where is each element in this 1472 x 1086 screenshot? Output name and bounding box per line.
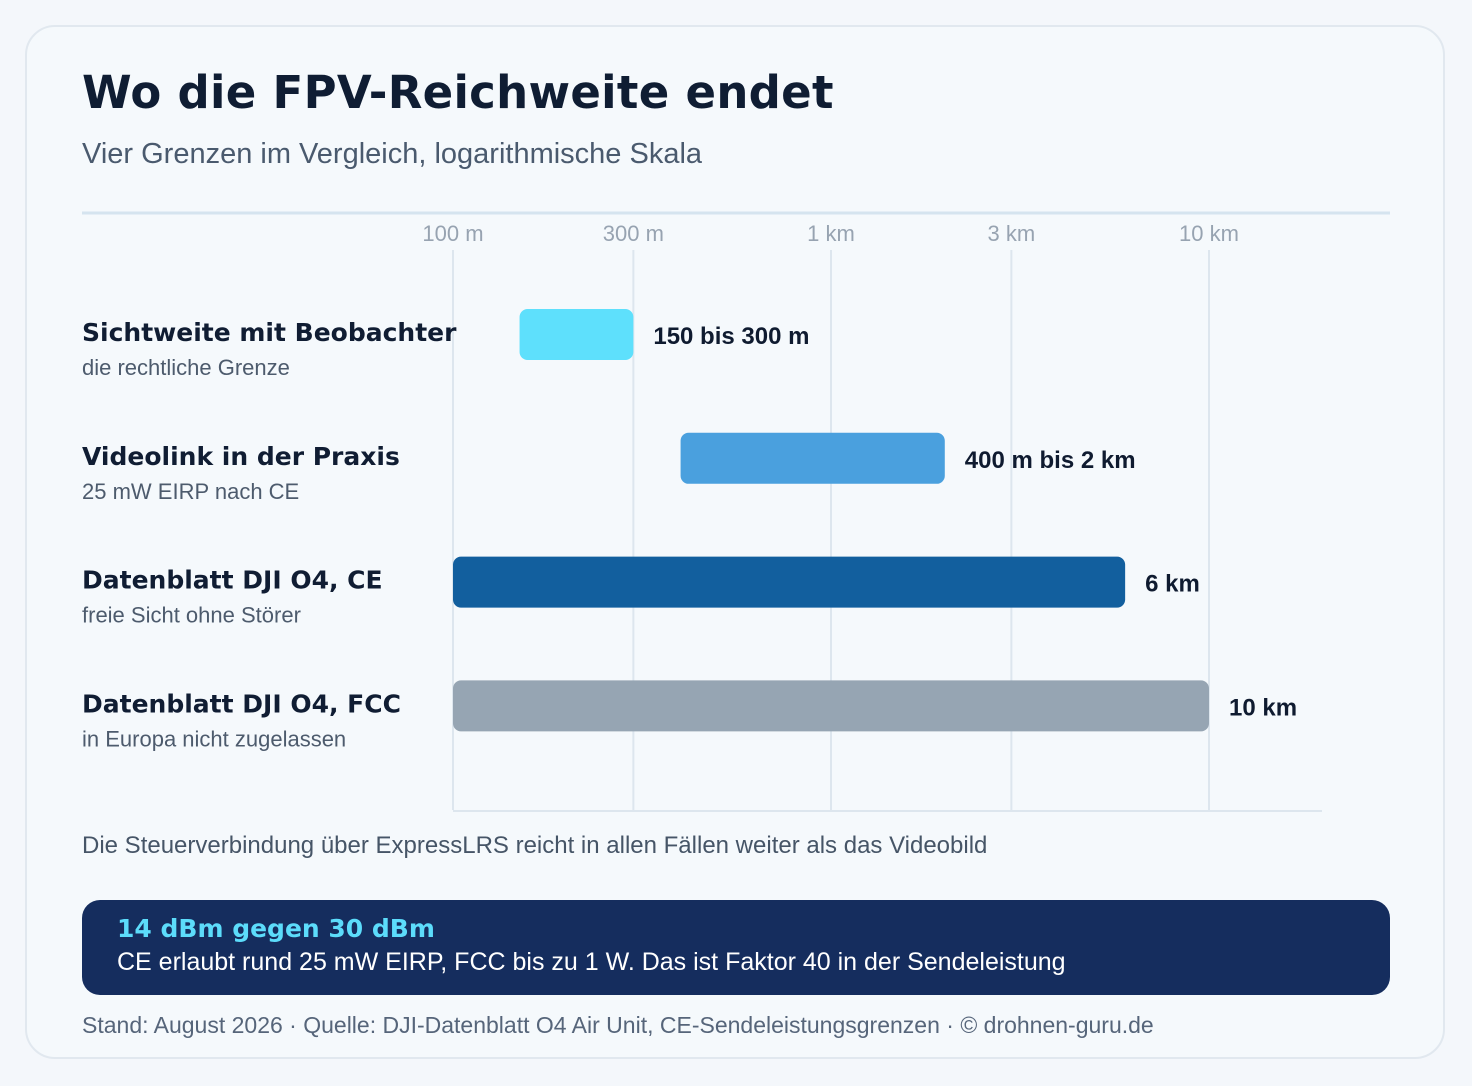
range-bar-chart: 100 m 300 m 1 km 3 km 10 km 150 bis 300 m Sich… bbox=[82, 211, 1390, 812]
category-label: Sichtweite mit Beobachter bbox=[82, 318, 457, 347]
category-sublabel: freie Sicht ohne Störer bbox=[82, 603, 301, 628]
x-tick-label: 100 m bbox=[422, 221, 483, 246]
category-label: Videolink in der Praxis bbox=[82, 442, 400, 471]
page-subtitle: Vier Grenzen im Vergleich, logarithmisch… bbox=[82, 138, 703, 170]
bar-value-label: 10 km bbox=[1229, 694, 1297, 721]
category-label: Datenblatt DJI O4, FCC bbox=[82, 689, 401, 718]
category-sublabel: die rechtliche Grenze bbox=[82, 355, 290, 380]
callout-title: 14 dBm gegen 30 dBm bbox=[117, 914, 435, 943]
category-sublabel: in Europa nicht zugelassen bbox=[82, 726, 346, 751]
x-tick-label: 300 m bbox=[603, 221, 664, 246]
x-tick-label: 10 km bbox=[1179, 221, 1239, 246]
x-tick-label: 3 km bbox=[988, 221, 1036, 246]
source-note: Stand: August 2026 · Quelle: DJI-Datenbl… bbox=[82, 1012, 1154, 1038]
bar bbox=[453, 556, 1126, 608]
chart-footnote: Die Steuerverbindung über ExpressLRS rei… bbox=[82, 832, 988, 859]
callout-text: CE erlaubt rund 25 mW EIRP, FCC bis zu 1… bbox=[117, 948, 1066, 976]
page-title: Wo die FPV-Reichweite endet bbox=[82, 66, 834, 119]
category-label: Datenblatt DJI O4, CE bbox=[82, 566, 383, 595]
bar-value-label: 6 km bbox=[1145, 571, 1200, 598]
callout-box: 14 dBm gegen 30 dBm CE erlaubt rund 25 m… bbox=[82, 900, 1390, 995]
bar bbox=[680, 432, 945, 484]
x-tick-label: 1 km bbox=[807, 221, 855, 246]
category-sublabel: 25 mW EIRP nach CE bbox=[82, 479, 299, 504]
bar bbox=[519, 309, 634, 360]
bar-value-label: 150 bis 300 m bbox=[653, 323, 809, 350]
bar bbox=[453, 680, 1209, 732]
bar-value-label: 400 m bis 2 km bbox=[965, 447, 1136, 474]
